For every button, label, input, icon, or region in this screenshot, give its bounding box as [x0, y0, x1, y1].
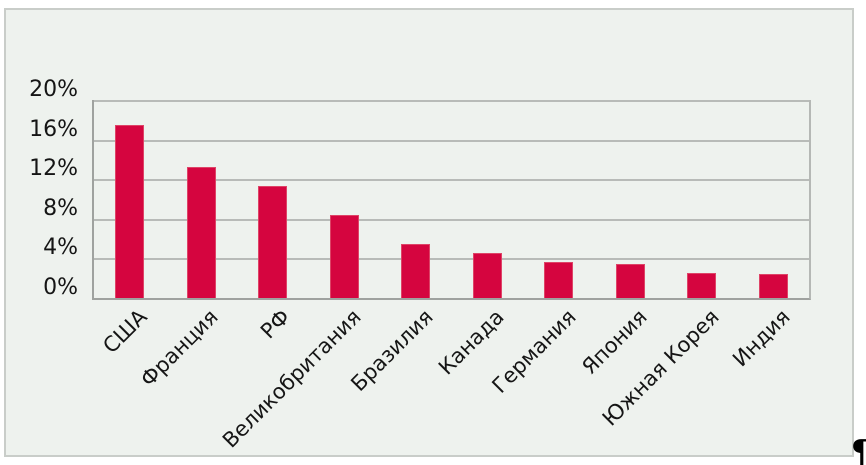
- bar-Бразилия: [401, 244, 431, 298]
- paragraph-mark: ¶: [851, 433, 866, 465]
- bar-Германия: [544, 262, 574, 298]
- bar-Франция: [186, 167, 216, 298]
- plot-area: [92, 100, 811, 300]
- bar-Канада: [472, 253, 502, 298]
- gridline-20: [94, 100, 809, 102]
- bar-Южная Корея: [687, 273, 717, 298]
- bar-РФ: [258, 186, 288, 298]
- embedded-chart-object[interactable]: [4, 8, 854, 457]
- y-axis-tick-label-12: 12%: [29, 156, 78, 182]
- y-axis-tick-label-4: 4%: [43, 235, 78, 261]
- y-axis-tick-label-20: 20%: [29, 77, 78, 102]
- plot-inner: [94, 100, 809, 298]
- bar-Япония: [615, 264, 645, 298]
- gridline-4: [94, 258, 809, 261]
- gridline-12: [94, 179, 809, 182]
- y-axis-tick-label-16: 16%: [29, 116, 78, 142]
- bar-Индия: [758, 274, 788, 298]
- y-axis-tick-label-8: 8%: [43, 195, 78, 221]
- y-axis-tick-label-0: 0%: [43, 275, 78, 300]
- bar-Великобритания: [329, 215, 359, 298]
- bar-США: [115, 125, 145, 298]
- gridline-16: [94, 139, 809, 142]
- gridline-8: [94, 218, 809, 221]
